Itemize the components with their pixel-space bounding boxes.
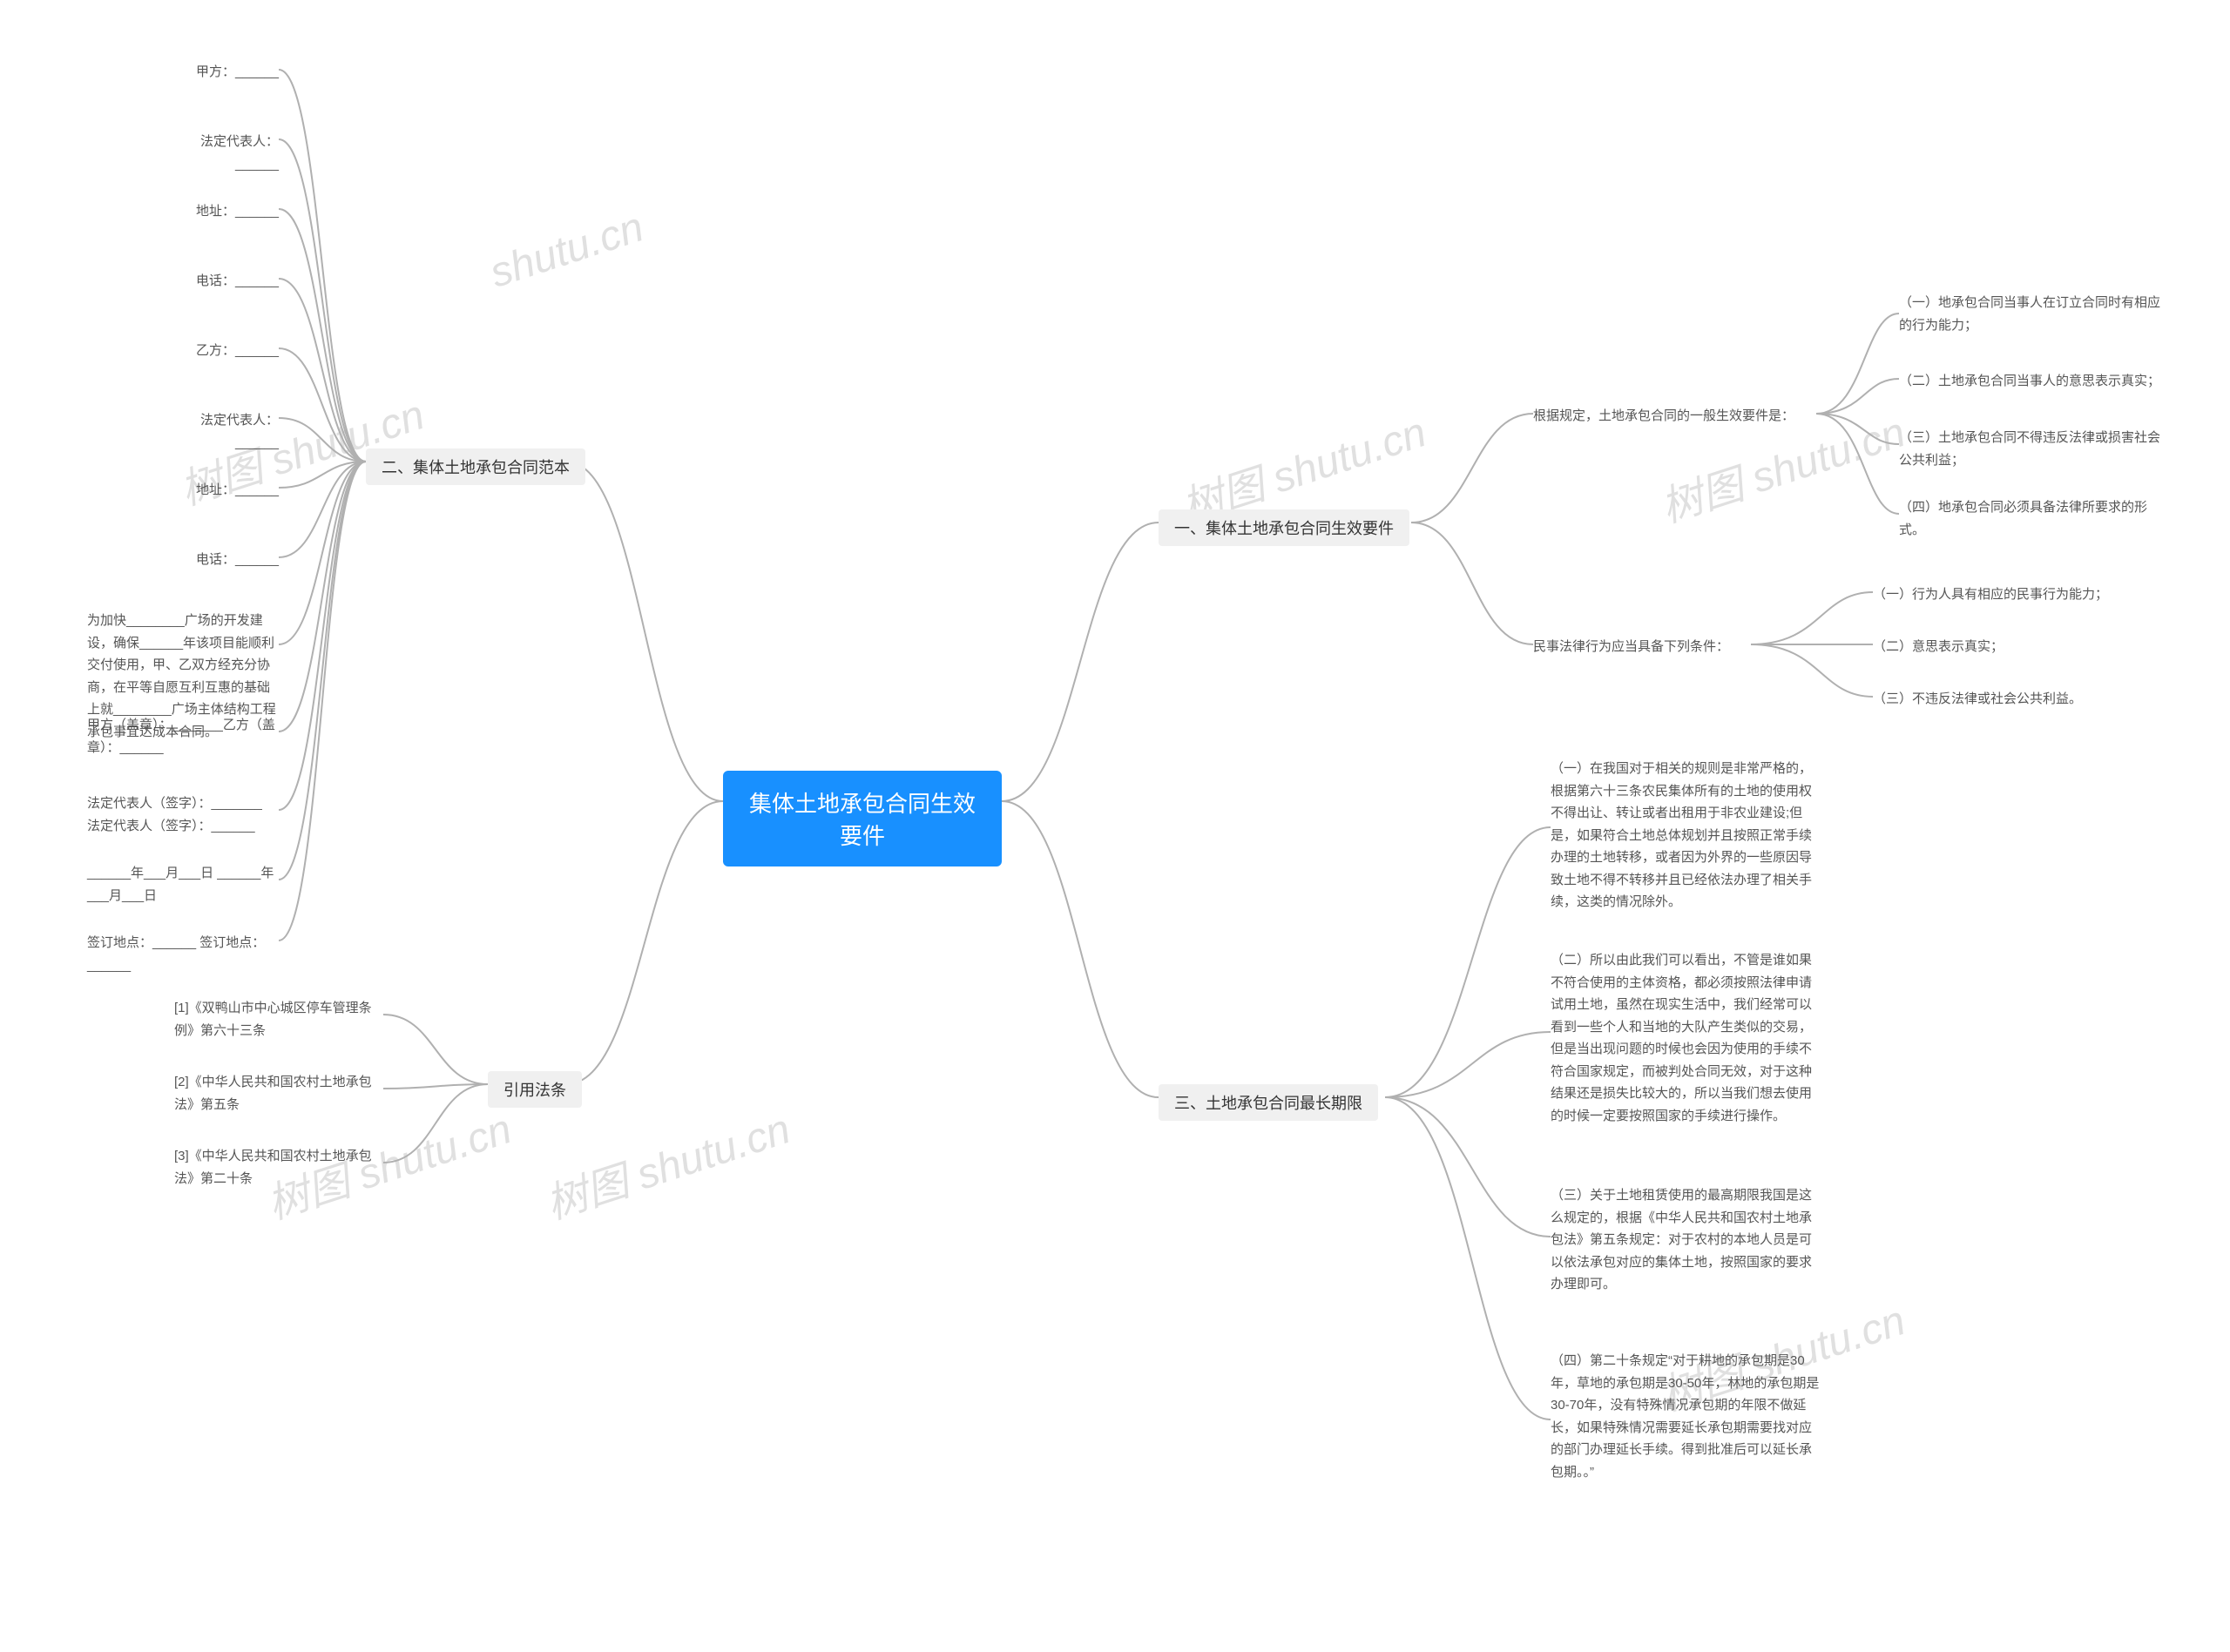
b2-leaf6: 法定代表人：______ [157,409,279,454]
b3-leaf4: （四）第二十条规定“对于耕地的承包期是30年，草地的承包期是30-50年，林地的… [1551,1350,1821,1483]
b2-leaf2: 法定代表人：______ [157,131,279,175]
b1s1-leaf1: （一）地承包合同当事人在订立合同时有相应的行为能力； [1899,292,2169,336]
watermark: shutu.cn [484,203,650,297]
b4-leaf1: [1]《双鸭山市中心城区停车管理条例》第六十三条 [174,997,383,1042]
b2-leaf12: ______年___月___日 ______年___月___日 [87,862,279,907]
connector-lines [0,0,2230,1652]
b1s1-leaf4: （四）地承包合同必须具备法律所要求的形式。 [1899,496,2169,541]
branch-2: 二、集体土地承包合同范本 [366,448,585,485]
b2-leaf5: 乙方：______ [192,340,279,362]
b2-leaf13: 签订地点：______ 签订地点：______ [87,932,279,976]
b3-leaf3: （三）关于土地租赁使用的最高期限我国是这么规定的，根据《中华人民共和国农村土地承… [1551,1184,1821,1296]
branch1-sub2: 民事法律行为应当具备下列条件： [1533,636,1729,658]
branch-4: 引用法条 [488,1071,582,1108]
b2-leaf4: 电话：______ [192,270,279,293]
b4-leaf3: [3]《中华人民共和国农村土地承包法》第二十条 [174,1145,383,1190]
b2-leaf8: 电话：______ [192,549,279,571]
b1s2-leaf3: （三）不违反法律或社会公共利益。 [1873,688,2082,711]
b2-leaf1: 甲方：______ [192,61,279,84]
branch1-sub1: 根据规定，土地承包合同的一般生效要件是： [1533,405,1794,428]
b2-leaf10: 甲方（盖章）：_______乙方（盖章）：______ [87,714,279,759]
b1s2-leaf2: （二）意思表示真实； [1873,636,2004,658]
b4-leaf2: [2]《中华人民共和国农村土地承包法》第五条 [174,1071,383,1116]
branch-3: 三、土地承包合同最长期限 [1159,1084,1378,1121]
b2-leaf7: 地址：______ [192,479,279,502]
b1s2-leaf1: （一）行为人具有相应的民事行为能力； [1873,583,2108,606]
b2-leaf3: 地址：______ [192,200,279,223]
mindmap-root: 集体土地承包合同生效要件 [723,771,1002,866]
b1s1-leaf3: （三）土地承包合同不得违反法律或损害社会公共利益； [1899,427,2169,471]
branch-1: 一、集体土地承包合同生效要件 [1159,509,1409,546]
b2-leaf11: 法定代表人（签字）：_______ 法定代表人（签字）：______ [87,792,279,837]
b3-leaf1: （一）在我国对于相关的规则是非常严格的，根据第六十三条农民集体所有的土地的使用权… [1551,758,1821,914]
b1s1-leaf2: （二）土地承包合同当事人的意思表示真实； [1899,370,2160,393]
watermark: 树图 shutu.cn [537,1095,796,1231]
b3-leaf2: （二）所以由此我们可以看出，不管是谁如果不符合使用的主体资格，都必须按照法律申请… [1551,949,1821,1127]
